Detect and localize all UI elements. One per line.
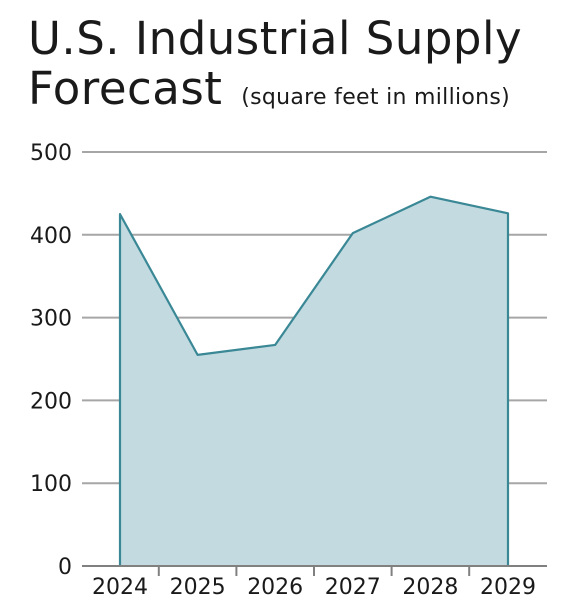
y-tick-label-400: 400 <box>30 224 72 249</box>
y-tick-label-100: 100 <box>30 472 72 497</box>
chart-title: U.S. Industrial Supply Forecast (square … <box>28 14 573 123</box>
y-tick-label-300: 300 <box>30 307 72 332</box>
series-area <box>118 195 510 566</box>
y-tick-label-200: 200 <box>30 389 72 414</box>
x-tick-label-2026: 2026 <box>247 575 303 600</box>
chart-title-line1: U.S. Industrial Supply <box>28 12 523 65</box>
y-tick-label-0: 0 <box>58 555 72 580</box>
chart-title-line2: Forecast (square feet in millions) <box>28 64 573 123</box>
tick-labels: 0 100 200 300 400 500 2024 2025 2026 2027 2028 2029 <box>30 141 536 600</box>
y-tick-label-500: 500 <box>30 141 72 166</box>
area-outline <box>118 195 510 566</box>
chart-subtitle: (square feet in millions) <box>241 85 511 110</box>
area-fill <box>120 196 508 566</box>
x-tick-label-2025: 2025 <box>170 575 226 600</box>
axes <box>82 565 547 576</box>
x-tick-label-2028: 2028 <box>402 575 458 600</box>
x-tick-label-2024: 2024 <box>92 575 148 600</box>
chart-title-line2-text: Forecast <box>28 62 223 115</box>
x-tick-label-2029: 2029 <box>480 575 536 600</box>
x-tick-label-2027: 2027 <box>325 575 381 600</box>
